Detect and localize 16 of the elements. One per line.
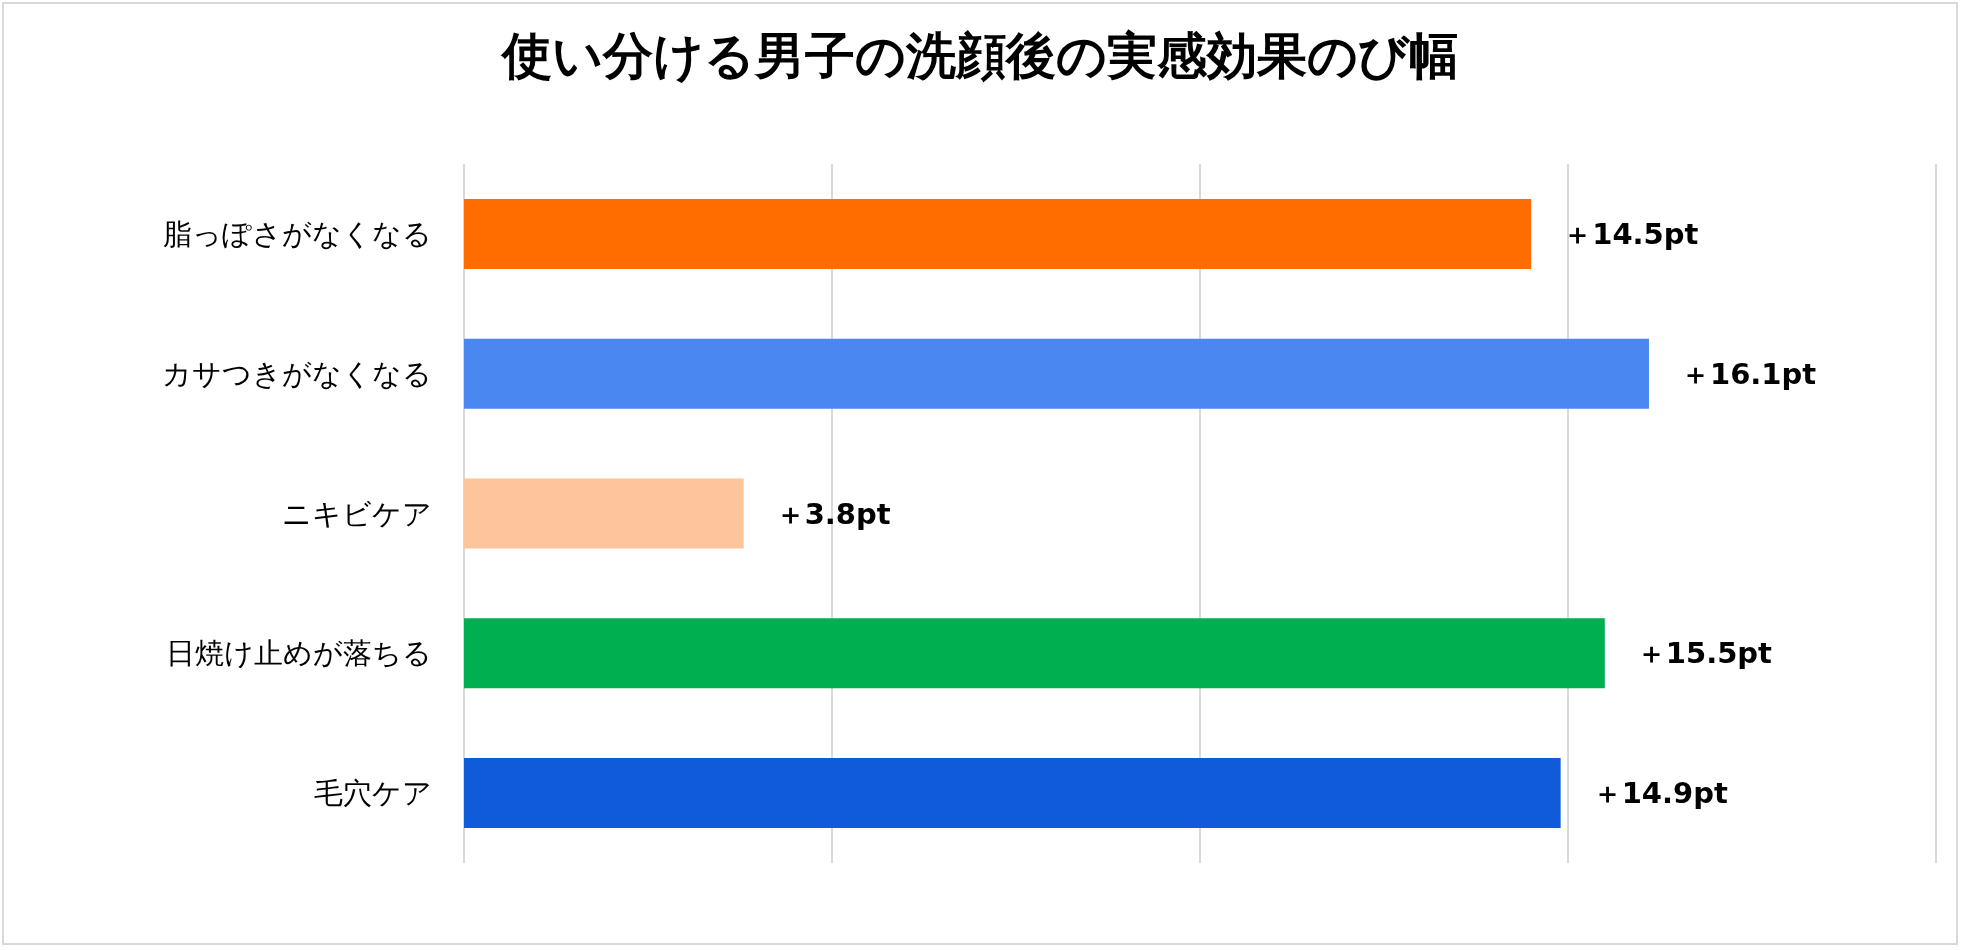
data-label: ＋14.9pt <box>1592 776 1728 811</box>
bar <box>464 758 1561 829</box>
bar <box>464 198 1532 269</box>
y-tick-label: 毛穴ケア <box>314 776 432 811</box>
y-tick-label: 脂っぽさがなくなる <box>163 216 432 251</box>
data-label: ＋15.5pt <box>1636 636 1773 671</box>
bar <box>464 478 744 549</box>
y-tick-label: カサつきがなくなる <box>162 356 432 391</box>
data-label: ＋3.8pt <box>775 496 891 531</box>
y-tick-label: ニキビケア <box>282 496 432 531</box>
chart-title: 使い分ける男子の洗顔後の実感効果のび幅 <box>499 27 1459 85</box>
data-label: ＋14.5pt <box>1563 216 1699 251</box>
y-tick-label: 日焼け止めが落ちる <box>166 636 432 671</box>
bar <box>464 338 1649 409</box>
data-label: ＋16.1pt <box>1680 356 1817 391</box>
bar <box>464 618 1605 689</box>
